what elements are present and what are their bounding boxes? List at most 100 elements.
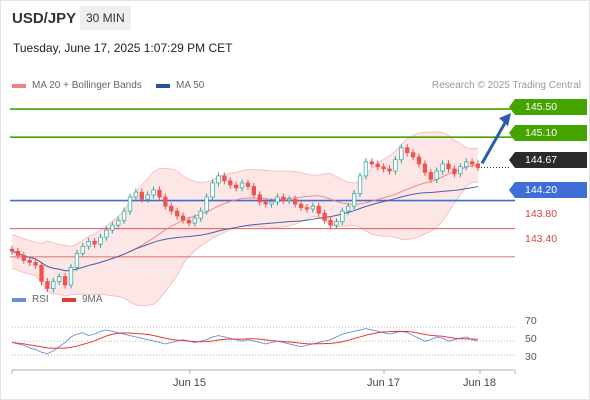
candle-body: [151, 189, 156, 196]
candle-body: [458, 166, 463, 175]
level-tag-144-20: 144.20: [509, 182, 587, 198]
ma50-label: MA 50: [176, 80, 205, 91]
candle-body: [275, 196, 280, 203]
candle-body: [27, 260, 32, 263]
candle-body: [357, 175, 363, 194]
level-label-143-80: 143.80: [525, 208, 558, 220]
current-price-tag: 144.67: [509, 152, 587, 168]
candle-body: [381, 166, 386, 170]
candle-body: [257, 194, 262, 203]
rsi-ma-swatch: [62, 297, 76, 302]
candle-body: [21, 255, 26, 261]
candle-body: [322, 212, 327, 221]
candle-body: [39, 264, 44, 282]
x-tick-jun17: Jun 17: [367, 377, 401, 389]
rsi-ma-line: [11, 330, 478, 349]
candle-body: [62, 276, 68, 286]
candle-body: [287, 198, 292, 201]
candle-body: [281, 196, 286, 201]
candle-body: [405, 147, 410, 154]
candle-body: [180, 215, 186, 221]
candle-body: [245, 182, 251, 187]
candle-body: [387, 168, 392, 172]
level-label-143-40: 143.40: [525, 233, 558, 245]
timeframe-button[interactable]: 30 MIN: [80, 6, 131, 30]
candle-body: [469, 161, 475, 165]
candle-body: [222, 175, 227, 182]
candle-body: [251, 186, 256, 196]
candle-body: [110, 224, 115, 231]
candle-body: [310, 205, 315, 210]
candle-body: [192, 217, 198, 224]
candle-body: [74, 252, 80, 268]
candle-body: [452, 168, 457, 175]
forecast-arrow-head: [499, 113, 511, 127]
candle-body: [440, 163, 445, 172]
candle-body: [57, 276, 62, 282]
bollinger-upper-line: [11, 131, 479, 247]
candle-body: [163, 196, 168, 207]
candle-body: [316, 205, 321, 214]
rsi-label: RSI: [32, 294, 49, 305]
candle-body: [186, 219, 192, 224]
candle-body: [428, 172, 433, 180]
instrument-title: USD/JPY: [12, 10, 77, 27]
level-tag-145-50: 145.50: [509, 99, 587, 115]
candle-body: [68, 267, 74, 286]
candle-body: [33, 262, 38, 266]
ma20-swatch: [12, 83, 26, 88]
candle-body: [346, 205, 351, 212]
x-tick-jun15: Jun 15: [173, 377, 207, 389]
header: USD/JPY 30 MIN: [0, 0, 590, 36]
candle-body: [145, 194, 150, 200]
candle-body: [51, 281, 56, 289]
forecast-arrow: [480, 120, 508, 165]
candle-body: [169, 205, 174, 212]
candle-body: [328, 219, 333, 226]
candle-body: [9, 248, 15, 252]
ma20-label: MA 20 + Bollinger Bands: [32, 80, 142, 91]
candle-body: [446, 163, 451, 170]
level-tag-145-10: 145.10: [509, 125, 587, 141]
candle-body: [92, 241, 97, 245]
credit-text: Research © 2025 Trading Central: [431, 80, 581, 91]
candle-body: [157, 189, 162, 198]
candle-body: [410, 152, 416, 158]
candle-body: [204, 196, 209, 212]
candle-body: [422, 163, 428, 173]
rsi-tick-30: 30: [525, 351, 537, 363]
candle-body: [234, 184, 239, 189]
timestamp: Tuesday, June 17, 2025 1:07:29 PM CET: [13, 41, 233, 55]
ma50-swatch: [156, 83, 170, 88]
candle-body: [86, 241, 91, 247]
candle-body: [127, 196, 133, 212]
candle-body: [98, 236, 103, 245]
candle-body: [269, 201, 274, 205]
candle-body: [475, 163, 481, 168]
candle-body: [304, 207, 310, 210]
legend-ma50: MA 50: [156, 80, 204, 91]
candle-body: [434, 170, 439, 180]
candle-body: [375, 163, 380, 168]
candle-body: [175, 210, 180, 217]
x-tick-jun18: Jun 18: [463, 377, 497, 389]
candle-body: [239, 182, 245, 189]
candle-body: [139, 191, 144, 200]
candle-body: [393, 159, 398, 172]
candle-body: [351, 193, 357, 207]
bollinger-band: [12, 131, 478, 306]
candle-body: [116, 219, 121, 226]
candle-body: [216, 175, 221, 184]
candle-body: [399, 147, 404, 161]
candle-body: [210, 182, 215, 198]
rsi-tick-70: 70: [525, 315, 537, 327]
candle-body: [340, 210, 345, 223]
candle-body: [80, 245, 85, 254]
candle-body: [298, 203, 304, 208]
candle-body: [198, 210, 203, 219]
candle-body: [228, 180, 233, 186]
candle-body: [15, 250, 21, 256]
candle-body: [416, 156, 422, 165]
ma50-line: [11, 186, 479, 272]
